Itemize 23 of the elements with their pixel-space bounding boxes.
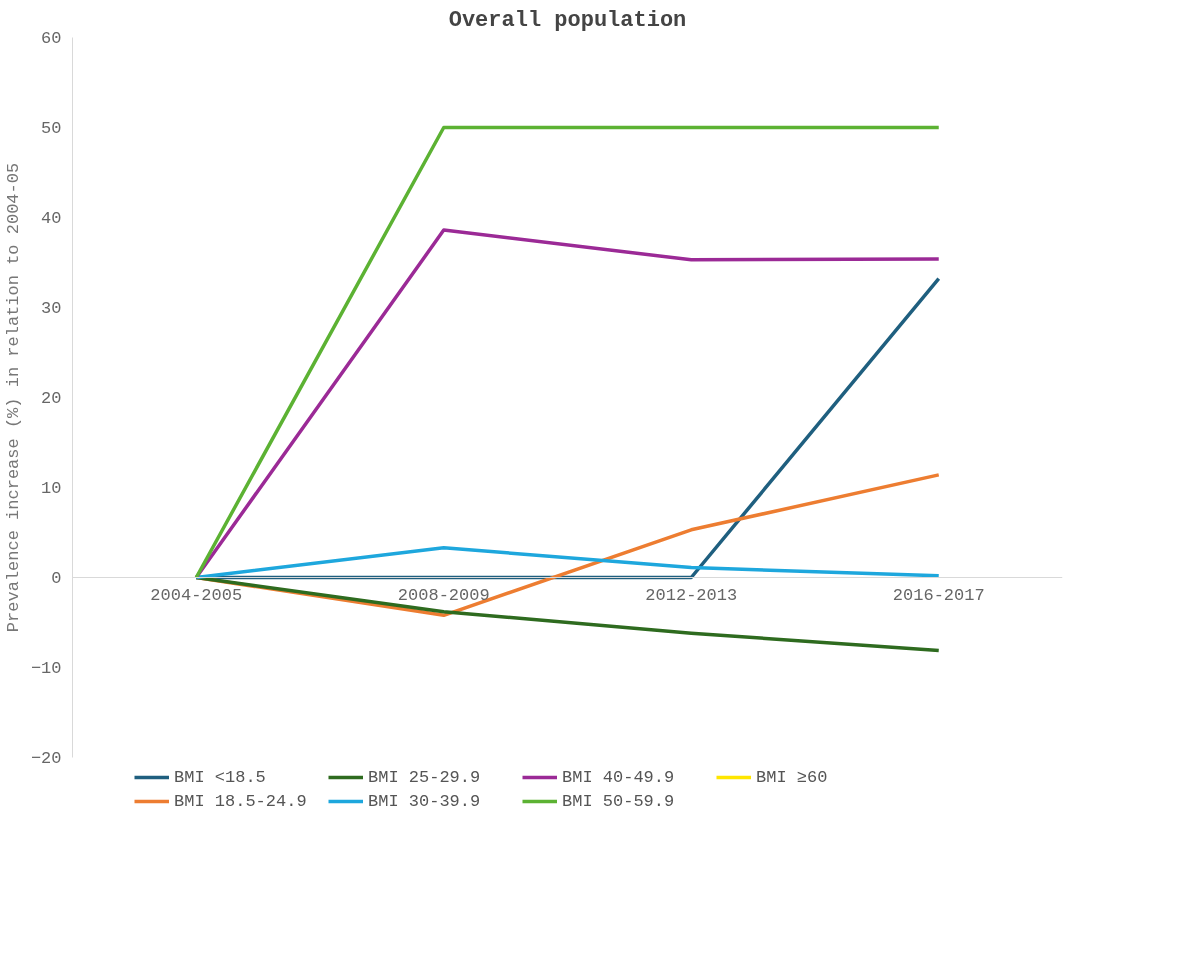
legend-label: BMI 50-59.9 xyxy=(561,791,676,811)
x-tick-label: 2016-2017 xyxy=(892,585,985,605)
x-tick-label: 2012-2013 xyxy=(645,585,738,605)
y-tick-label: 20 xyxy=(41,389,62,408)
y-tick-label: 50 xyxy=(41,119,62,138)
legend-label: BMI ≥60 xyxy=(755,767,829,787)
legend-label: BMI 30-39.9 xyxy=(367,791,482,811)
legend-label: BMI 25-29.9 xyxy=(367,767,482,787)
y-tick-label: −10 xyxy=(30,659,62,678)
y-tick-label: 60 xyxy=(41,29,62,48)
x-tick-label: 2008-2009 xyxy=(397,585,490,605)
y-tick-label: 40 xyxy=(41,209,62,228)
y-axis-title: Prevalence increase (%) in relation to 2004-05 xyxy=(3,162,23,633)
x-tick-label: 2004-2005 xyxy=(150,585,243,605)
y-tick-label: −20 xyxy=(30,749,62,768)
y-tick-label: 10 xyxy=(41,479,62,498)
line-series xyxy=(194,546,941,580)
y-tick-label: 0 xyxy=(51,569,62,588)
chart-title: Overall population xyxy=(448,7,687,33)
legend-label: BMI <18.5 xyxy=(173,767,267,787)
y-tick-label: 30 xyxy=(41,299,62,318)
legend-label: BMI 40-49.9 xyxy=(561,767,676,787)
legend-label: BMI 18.5-24.9 xyxy=(173,791,308,811)
